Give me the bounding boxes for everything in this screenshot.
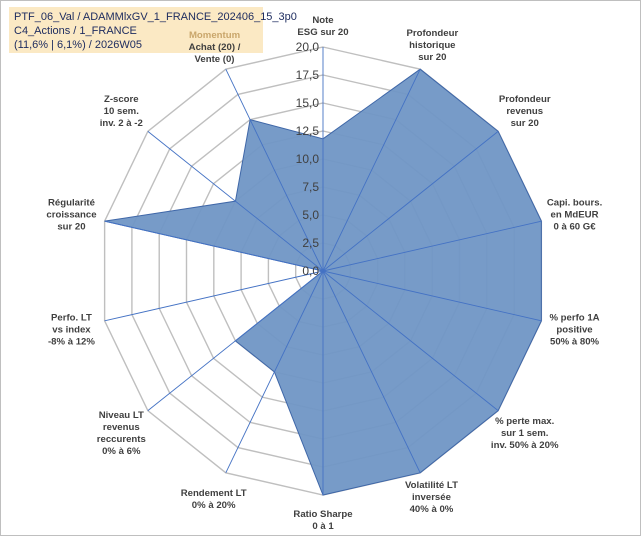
axis-label: Rendement LT 0% à 20% bbox=[181, 488, 247, 511]
portfolio-name: PTF_06_Val / ADAMMlxGV_1_FRANCE_202406_1… bbox=[14, 11, 297, 23]
tick-label: 5,0 bbox=[302, 208, 319, 222]
tick-label: 2,5 bbox=[302, 236, 319, 250]
axis-spoke bbox=[147, 130, 324, 272]
axis-label: Capi. bours. en MdEUR 0 à 60 G€ bbox=[547, 198, 602, 233]
axis-spoke bbox=[322, 130, 499, 272]
axis-spoke bbox=[147, 270, 324, 412]
tick-label: 10,0 bbox=[296, 152, 320, 166]
axis-label: Perfo. LT vs index -8% à 12% bbox=[48, 312, 95, 347]
axis-spoke bbox=[104, 220, 324, 272]
axis-label: Profondeur revenus sur 20 bbox=[499, 94, 551, 129]
axis-label: % perfo 1A positive 50% à 80% bbox=[549, 312, 599, 347]
perf-and-week: (11,6% | 6,1%) / 2026W05 bbox=[14, 39, 142, 51]
axis-spoke bbox=[322, 220, 542, 272]
tick-label: 17,5 bbox=[296, 68, 320, 82]
asset-class: C4_Actions / 1_FRANCE bbox=[14, 25, 137, 37]
axis-label: Niveau LT revenus reccurents 0% à 6% bbox=[97, 410, 146, 457]
tick-label: 0,0 bbox=[302, 264, 319, 278]
axis-label: Z-score 10 sem. inv. 2 à -2 bbox=[100, 94, 143, 129]
axis-label: Profondeur historique sur 20 bbox=[406, 28, 458, 63]
axis-spoke bbox=[322, 270, 499, 412]
axis-spoke bbox=[225, 68, 324, 272]
tick-label: 7,5 bbox=[302, 180, 319, 194]
axis-label: Note ESG sur 20 bbox=[297, 15, 348, 38]
axis-spoke bbox=[322, 68, 421, 272]
axis-spoke bbox=[322, 270, 421, 474]
tick-label: 12,5 bbox=[296, 124, 320, 138]
axis-label: % perte max. sur 1 sem. inv. 50% à 20% bbox=[491, 416, 559, 451]
axis-label: Momentum Achat (20) / Vente (0) bbox=[189, 30, 241, 65]
tick-label: 15,0 bbox=[296, 96, 320, 110]
axis-label: Régularité croissance sur 20 bbox=[46, 198, 96, 233]
axis-label: Ratio Sharpe 0 à 1 bbox=[293, 509, 352, 532]
axis-spoke bbox=[104, 270, 324, 322]
tick-label: 20,0 bbox=[296, 40, 320, 54]
axis-spoke bbox=[225, 270, 324, 474]
portfolio-info-box: PTF_06_Val / ADAMMlxGV_1_FRANCE_202406_1… bbox=[9, 7, 297, 53]
axis-label: Volatilité LT inversée 40% à 0% bbox=[405, 480, 458, 515]
axis-spoke bbox=[322, 270, 542, 322]
